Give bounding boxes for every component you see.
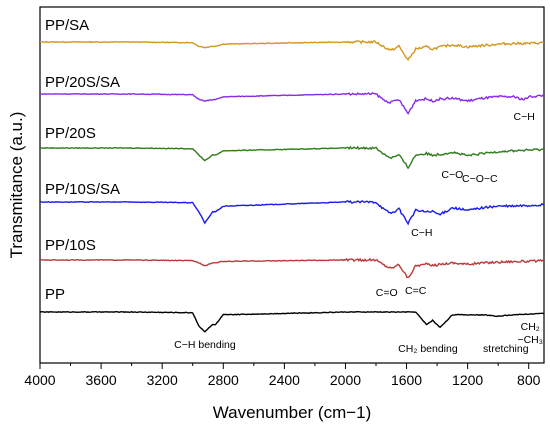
x-tick-label: 3200 [147, 372, 178, 388]
series-label: PP/20S [45, 125, 96, 142]
annotation-label: C−H bending [174, 339, 236, 351]
series-label: PP/10S [45, 237, 96, 254]
annotation-label: C−H [513, 111, 534, 123]
series-line-pp-20s-sa [40, 92, 545, 115]
x-ticks: 4000 3600 3200 2800 2400 2000 1600 1200 800 [24, 363, 541, 388]
series-label: PP [45, 286, 65, 303]
x-tick-label: 2400 [269, 372, 300, 388]
series-group [39, 39, 545, 333]
x-tick-label: 2000 [330, 372, 361, 388]
series-line-pp [39, 310, 545, 333]
x-tick-label: 4000 [24, 372, 55, 388]
series-label-group: PP/SA PP/20S/SA PP/20S PP/10S/SA PP/10S PP [45, 17, 120, 303]
x-axis-title: Wavenumber (cm−1) [213, 403, 372, 422]
y-axis-title: Transmitance (a.u.) [7, 112, 26, 259]
series-line-pp-sa [39, 39, 545, 62]
annotation-label: C−O−C [462, 173, 498, 185]
plot-frame [39, 6, 545, 364]
series-label: PP/20S/SA [45, 74, 120, 91]
x-tick-label: 1600 [391, 372, 422, 388]
x-tick-label: 2800 [208, 372, 239, 388]
annotation-label: stretching [483, 343, 529, 355]
x-tick-label: 1200 [452, 372, 483, 388]
annotation-label: −CH₃ [517, 334, 543, 346]
annotation-label: C=O [376, 287, 398, 299]
series-label: PP/10S/SA [45, 181, 120, 198]
annotation-label: C=C [405, 285, 427, 297]
annotation-label: C−O [441, 169, 463, 181]
annotation-label: CH₂ [521, 321, 540, 333]
annotation-group: C−H C−OC−O−C C−H C=O C=C C−H bending CH₂ bendi… [174, 111, 543, 355]
series-label: PP/SA [45, 17, 89, 34]
annotation-label: CH₂ bending [398, 343, 458, 355]
series-line-pp-10s-sa [39, 200, 545, 226]
x-tick-label: 3600 [86, 372, 117, 388]
annotation-label: C−H [411, 227, 432, 239]
series-line-pp-10s [39, 257, 545, 279]
x-tick-label: 800 [517, 372, 541, 388]
series-line-pp-20s [39, 145, 545, 170]
